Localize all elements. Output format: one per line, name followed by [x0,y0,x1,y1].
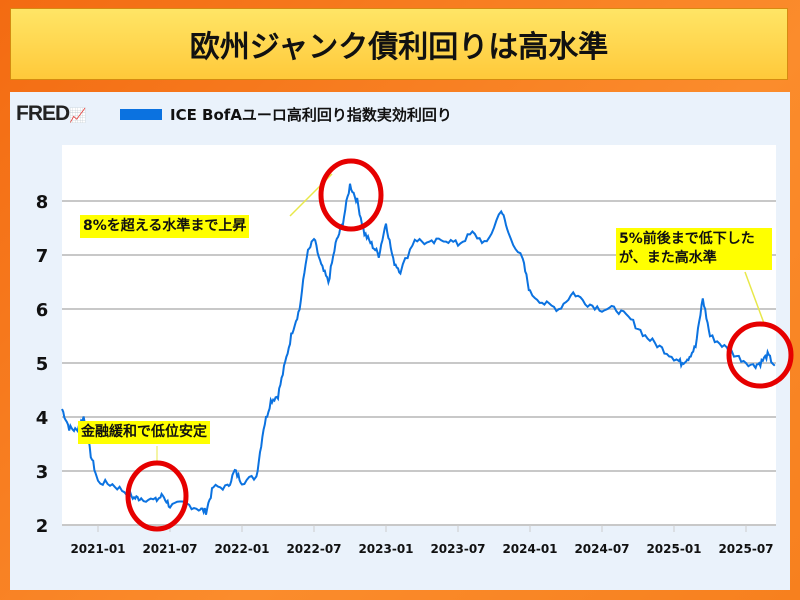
y-tick-label: 4 [36,408,49,429]
y-tick-label: 8 [36,192,49,213]
x-tick-label: 2021-07 [142,542,197,556]
annotation-label: 8%を超える水準まで上昇 [80,215,250,238]
x-tick-label: 2024-01 [502,542,557,556]
x-tick-label: 2024-07 [574,542,629,556]
fred-logo-text: FRED [16,102,70,125]
x-tick-label: 2022-01 [214,542,269,556]
x-tick-label: 2023-07 [430,542,485,556]
annotation-label: 金融緩和で低位安定 [78,421,210,444]
highlight-circle [318,158,384,232]
legend: ICE BofAユーロ高利回り指数実効利回り [120,104,452,125]
y-tick-label: 2 [36,516,49,537]
fred-logo: FRED📈 [16,102,87,126]
x-tick-label: 2023-01 [358,542,413,556]
fred-chart-icon: 📈 [69,107,86,123]
y-tick-label: 7 [36,246,49,267]
annotation-leader [744,271,766,327]
chart-title: 欧州ジャンク債利回りは高水準 [10,8,788,80]
x-tick-label: 2025-07 [718,542,773,556]
series-line [61,183,776,516]
x-tick-label: 2022-07 [286,542,341,556]
plot-background [62,145,776,525]
annotation-label: 5%前後まで低下したが、また高水準 [616,228,772,270]
y-tick-label: 3 [36,462,49,483]
highlight-circle [125,460,189,532]
y-tick-label: 5 [36,354,49,375]
legend-swatch [120,109,162,120]
x-tick-label: 2025-01 [646,542,701,556]
legend-label: ICE BofAユーロ高利回り指数実効利回り [170,106,452,124]
y-tick-label: 6 [36,300,49,321]
x-tick-label: 2021-01 [70,542,125,556]
highlight-circle [726,321,794,389]
